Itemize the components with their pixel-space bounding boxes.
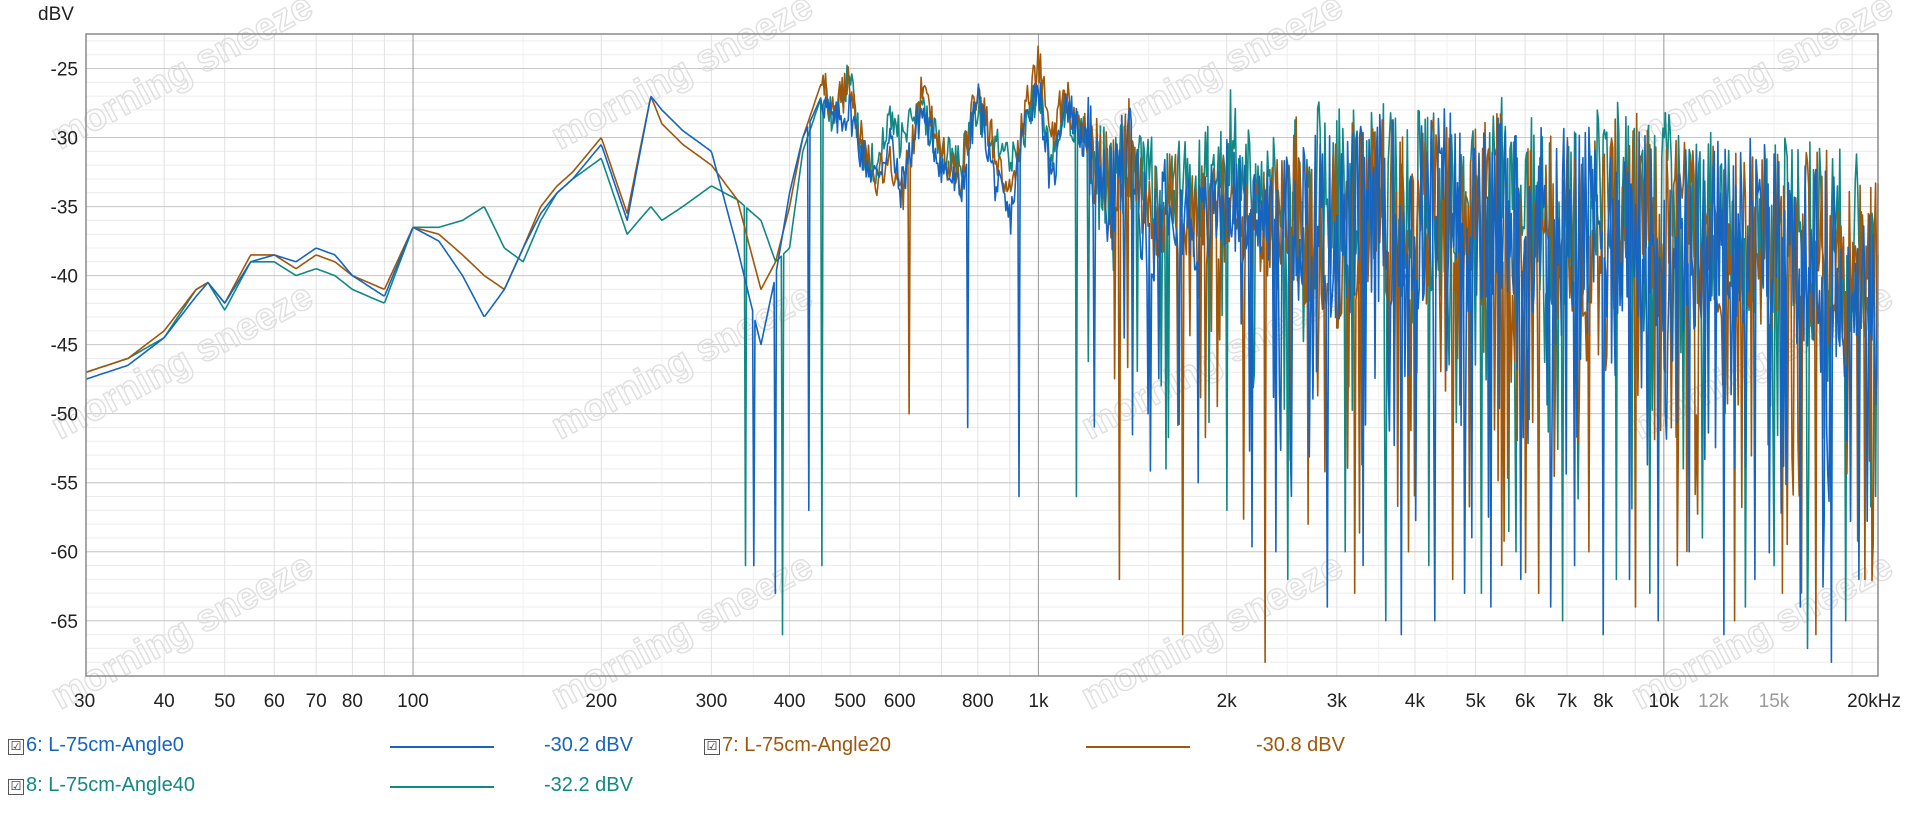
y-tick-label: -25 <box>51 60 78 81</box>
x-tick-label: 80 <box>342 691 363 712</box>
watermark-layer: morning sneeze morning sneeze morning snee… <box>44 0 1901 719</box>
plot-frame <box>85 33 1879 677</box>
series-line-angle20 <box>85 45 1879 663</box>
y-tick-label: -30 <box>51 129 78 150</box>
legend-value: -30.2 dBV <box>544 734 633 756</box>
x-tick-label: 15k <box>1759 691 1790 712</box>
y-tick-label: -65 <box>51 612 78 633</box>
watermark-text: morning sneeze <box>1075 545 1350 718</box>
y-tick-label: -40 <box>51 267 78 288</box>
x-tick-label: 50 <box>214 691 235 712</box>
y-axis-ticks: -25 -30 -35 -40 -45 -50 -55 -60 -65 <box>51 60 78 633</box>
x-axis-ticks: 30 40 50 60 70 80 100 200 300 400 500 600 800 1k 2k 3k 4… <box>74 691 1901 712</box>
x-tick-label: 12k <box>1698 691 1729 712</box>
series-line-angle40 <box>85 64 1879 650</box>
watermark-text: morning sneeze <box>545 0 820 158</box>
x-tick-label: 200 <box>585 691 617 712</box>
frequency-response-chart: morning sneeze morning sneeze morning snee… <box>38 0 1901 719</box>
series-layer <box>85 45 1879 663</box>
y-tick-label: -60 <box>51 543 78 564</box>
watermark-text: morning sneeze <box>1075 0 1350 158</box>
x-tick-label: 2k <box>1217 691 1238 712</box>
x-tick-label: 600 <box>884 691 916 712</box>
x-tick-label: 40 <box>154 691 175 712</box>
legend-series-name: 6: L-75cm-Angle0 <box>26 734 184 756</box>
x-tick-label: 1k <box>1028 691 1049 712</box>
x-tick-label: 6k <box>1515 691 1536 712</box>
legend-checkbox[interactable]: ☑ <box>8 779 24 795</box>
x-tick-label: 400 <box>774 691 806 712</box>
x-tick-label: 3k <box>1327 691 1348 712</box>
legend-series-name: 8: L-75cm-Angle40 <box>26 774 195 796</box>
x-tick-label: 7k <box>1557 691 1578 712</box>
legend: ☑ 6: L-75cm-Angle0 -30.2 dBV ☑ 7: L-75cm… <box>0 720 1920 805</box>
x-tick-label: 30 <box>74 691 95 712</box>
y-axis-label: dBV <box>38 4 74 25</box>
x-tick-label: 8k <box>1593 691 1614 712</box>
legend-line-swatch <box>1086 746 1190 748</box>
x-tick-label: 300 <box>696 691 728 712</box>
y-tick-label: -55 <box>51 474 78 495</box>
x-tick-label: 60 <box>264 691 285 712</box>
legend-item-angle20[interactable]: ☑ 7: L-75cm-Angle20 -30.8 dBV <box>702 734 1402 774</box>
legend-checkbox[interactable]: ☑ <box>704 739 720 755</box>
x-tick-label: 70 <box>306 691 327 712</box>
watermark-text: morning sneeze <box>545 275 820 448</box>
legend-line-swatch <box>390 786 494 788</box>
series-line-angle0 <box>85 82 1879 663</box>
x-tick-label: 5k <box>1466 691 1487 712</box>
x-tick-label: 100 <box>397 691 429 712</box>
y-tick-label: -35 <box>51 198 78 219</box>
x-tick-label: 4k <box>1405 691 1426 712</box>
legend-item-angle40[interactable]: ☑ 8: L-75cm-Angle40 -32.2 dBV <box>6 774 706 814</box>
x-tick-label: 500 <box>834 691 866 712</box>
x-tick-label: 800 <box>962 691 994 712</box>
x-tick-label: 20kHz <box>1847 691 1901 712</box>
x-tick-label: 10k <box>1649 691 1680 712</box>
legend-series-name: 7: L-75cm-Angle20 <box>722 734 891 756</box>
legend-checkbox[interactable]: ☑ <box>8 739 24 755</box>
legend-value: -32.2 dBV <box>544 774 633 796</box>
legend-item-angle0[interactable]: ☑ 6: L-75cm-Angle0 -30.2 dBV <box>6 734 706 774</box>
y-tick-label: -50 <box>51 405 78 426</box>
legend-line-swatch <box>390 746 494 748</box>
y-tick-label: -45 <box>51 336 78 357</box>
legend-value: -30.8 dBV <box>1256 734 1345 756</box>
